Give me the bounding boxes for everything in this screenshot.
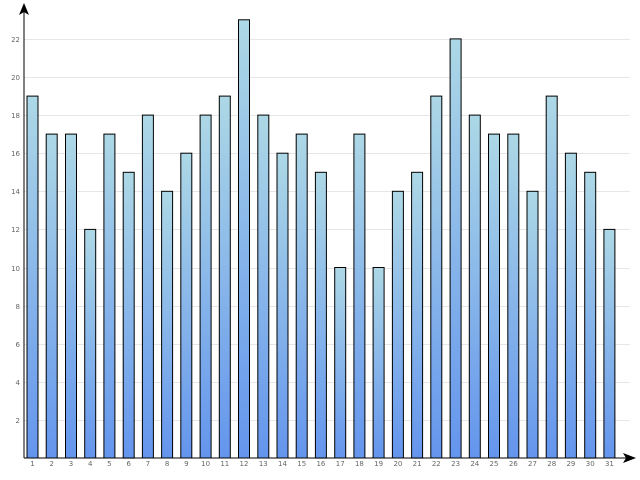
x-tick-label: 2 xyxy=(49,460,53,468)
x-tick-label: 21 xyxy=(413,460,422,468)
x-tick-label: 12 xyxy=(240,460,249,468)
bar-20 xyxy=(391,190,404,459)
bar-11 xyxy=(218,95,231,459)
x-tick-label: 19 xyxy=(374,460,383,468)
x-tick-label: 27 xyxy=(528,460,537,468)
y-tick-label: 22 xyxy=(11,36,20,44)
bar-18 xyxy=(353,133,366,459)
y-tick-label: 12 xyxy=(11,226,20,234)
bar-9 xyxy=(180,152,193,459)
bar-4 xyxy=(84,228,97,459)
bar-2 xyxy=(45,133,58,459)
y-tick-label: 10 xyxy=(11,265,20,273)
y-tick-label: 16 xyxy=(11,150,20,158)
bar-3 xyxy=(65,133,77,459)
bar-16 xyxy=(314,171,327,459)
x-tick-label: 25 xyxy=(490,460,499,468)
bar-22 xyxy=(430,95,443,459)
bar-5 xyxy=(103,133,116,459)
bar-17 xyxy=(334,267,347,459)
x-tick-label: 10 xyxy=(201,460,210,468)
bar-15 xyxy=(295,133,308,459)
y-tick-label: 20 xyxy=(11,74,20,82)
y-axis-arrow-icon xyxy=(19,3,29,15)
x-tick-label: 30 xyxy=(586,460,595,468)
bar-31 xyxy=(603,228,616,459)
x-tick-label: 24 xyxy=(470,460,479,468)
bar-6 xyxy=(122,171,135,459)
x-tick-label: 23 xyxy=(451,460,460,468)
bar-23 xyxy=(449,38,462,459)
bar-10 xyxy=(199,114,212,459)
axes xyxy=(19,3,636,463)
x-tick-label: 29 xyxy=(566,460,575,468)
y-tick-label: 6 xyxy=(16,341,21,349)
bar-7 xyxy=(141,114,154,459)
bar-30 xyxy=(584,171,597,459)
bar-13 xyxy=(257,114,270,459)
x-tick-label: 5 xyxy=(107,460,111,468)
x-tick-label: 20 xyxy=(393,460,402,468)
x-tick-label: 31 xyxy=(605,460,614,468)
y-tick-label: 18 xyxy=(11,112,20,120)
x-tick-label: 3 xyxy=(69,460,73,468)
bar-25 xyxy=(488,133,500,459)
x-tick-label: 4 xyxy=(88,460,93,468)
x-tick-label: 26 xyxy=(509,460,518,468)
x-axis-arrow-icon xyxy=(623,453,636,463)
x-tick-label: 28 xyxy=(547,460,556,468)
bar-8 xyxy=(161,190,174,459)
bar-27 xyxy=(526,190,539,459)
bar-28 xyxy=(545,95,558,459)
y-tick-label: 4 xyxy=(16,379,21,387)
x-tick-label: 11 xyxy=(220,460,229,468)
bars xyxy=(26,19,616,459)
x-tick-label: 8 xyxy=(165,460,169,468)
x-tick-label: 17 xyxy=(336,460,345,468)
bar-19 xyxy=(372,267,385,459)
bar-26 xyxy=(507,133,520,459)
x-tick-label: 7 xyxy=(146,460,150,468)
x-tick-label: 16 xyxy=(316,460,325,468)
x-tick-label: 15 xyxy=(297,460,306,468)
bar-29 xyxy=(564,152,577,459)
x-tick-label: 14 xyxy=(278,460,287,468)
x-tick-label: 1 xyxy=(30,460,34,468)
bar-14 xyxy=(276,152,289,459)
x-tick-label: 6 xyxy=(126,460,131,468)
x-tick-label: 22 xyxy=(432,460,441,468)
y-tick-label: 14 xyxy=(11,188,20,196)
x-tick-label: 13 xyxy=(259,460,268,468)
y-tick-label: 2 xyxy=(16,417,20,425)
bar-24 xyxy=(468,114,481,459)
y-tick-label: 8 xyxy=(16,303,20,311)
x-tick-label: 9 xyxy=(184,460,188,468)
bar-21 xyxy=(411,171,424,459)
x-tick-label: 18 xyxy=(355,460,364,468)
bar-12 xyxy=(238,19,250,459)
bar-1 xyxy=(26,95,39,459)
